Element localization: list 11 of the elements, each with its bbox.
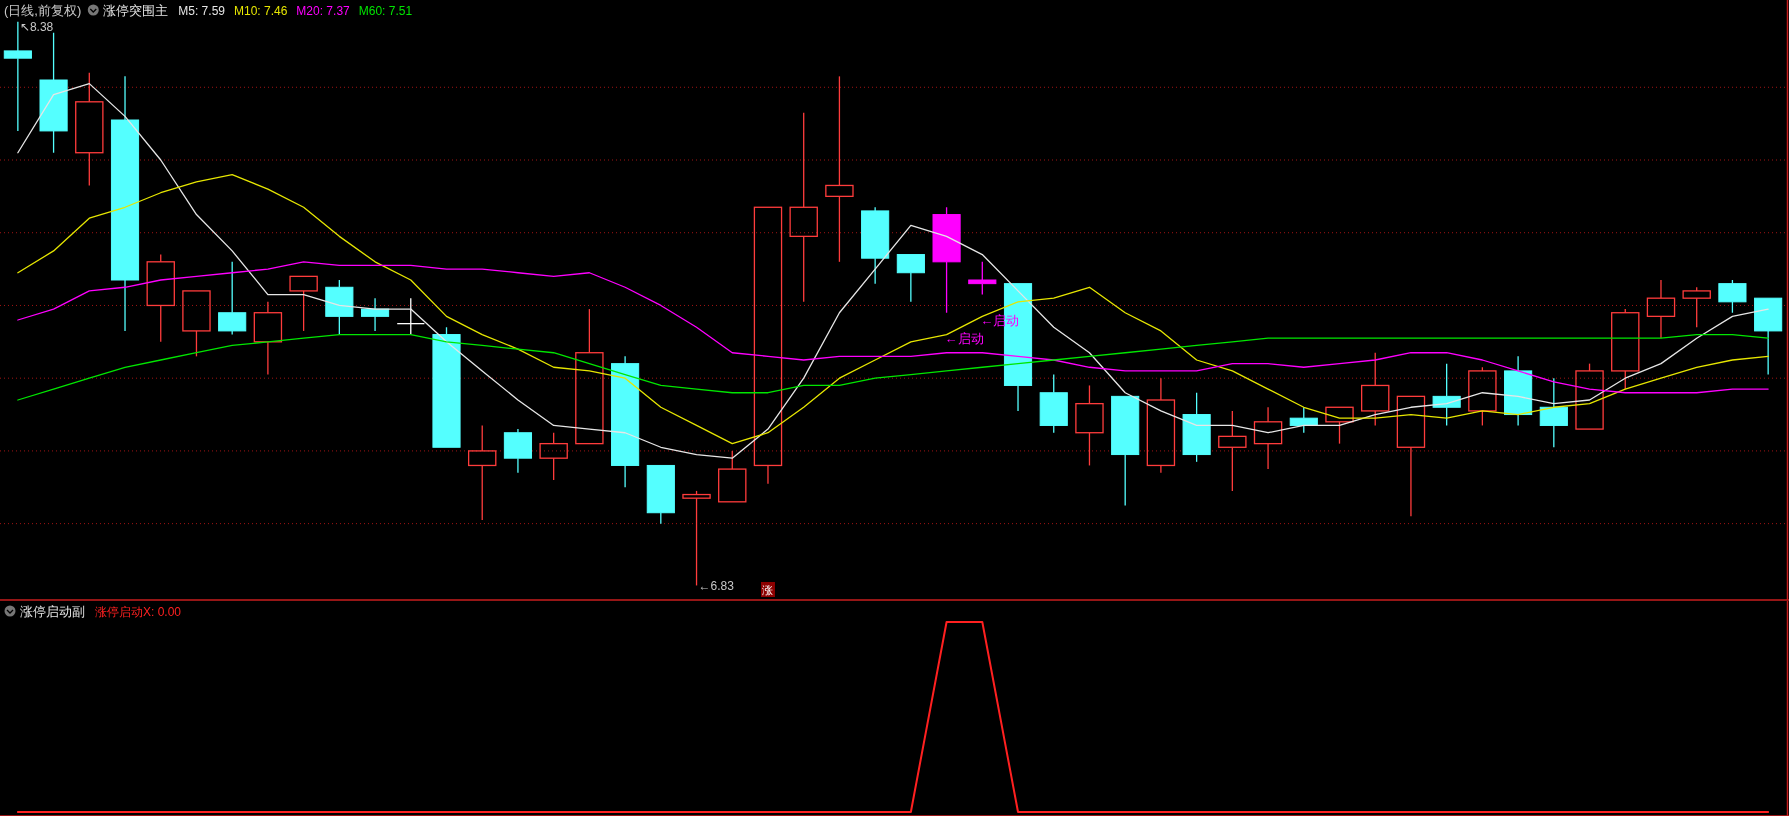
text: M20: 7.37 <box>296 4 351 18</box>
annotation: ↖8.38 <box>19 19 54 34</box>
annotation: ←6.83 <box>698 579 735 594</box>
chart-subtitle: (日线,前复权) <box>4 3 82 18</box>
text: 涨停启动X: 0.00 <box>95 605 182 619</box>
chart-title: 涨停启动副 <box>20 604 85 619</box>
chart-title: 涨停突围主 <box>103 3 169 18</box>
text: M5: 7.59 <box>178 4 226 18</box>
annotation: ←启动 <box>944 330 984 346</box>
text: M60: 7.51 <box>358 4 413 18</box>
text: M10: 7.46 <box>233 4 288 18</box>
